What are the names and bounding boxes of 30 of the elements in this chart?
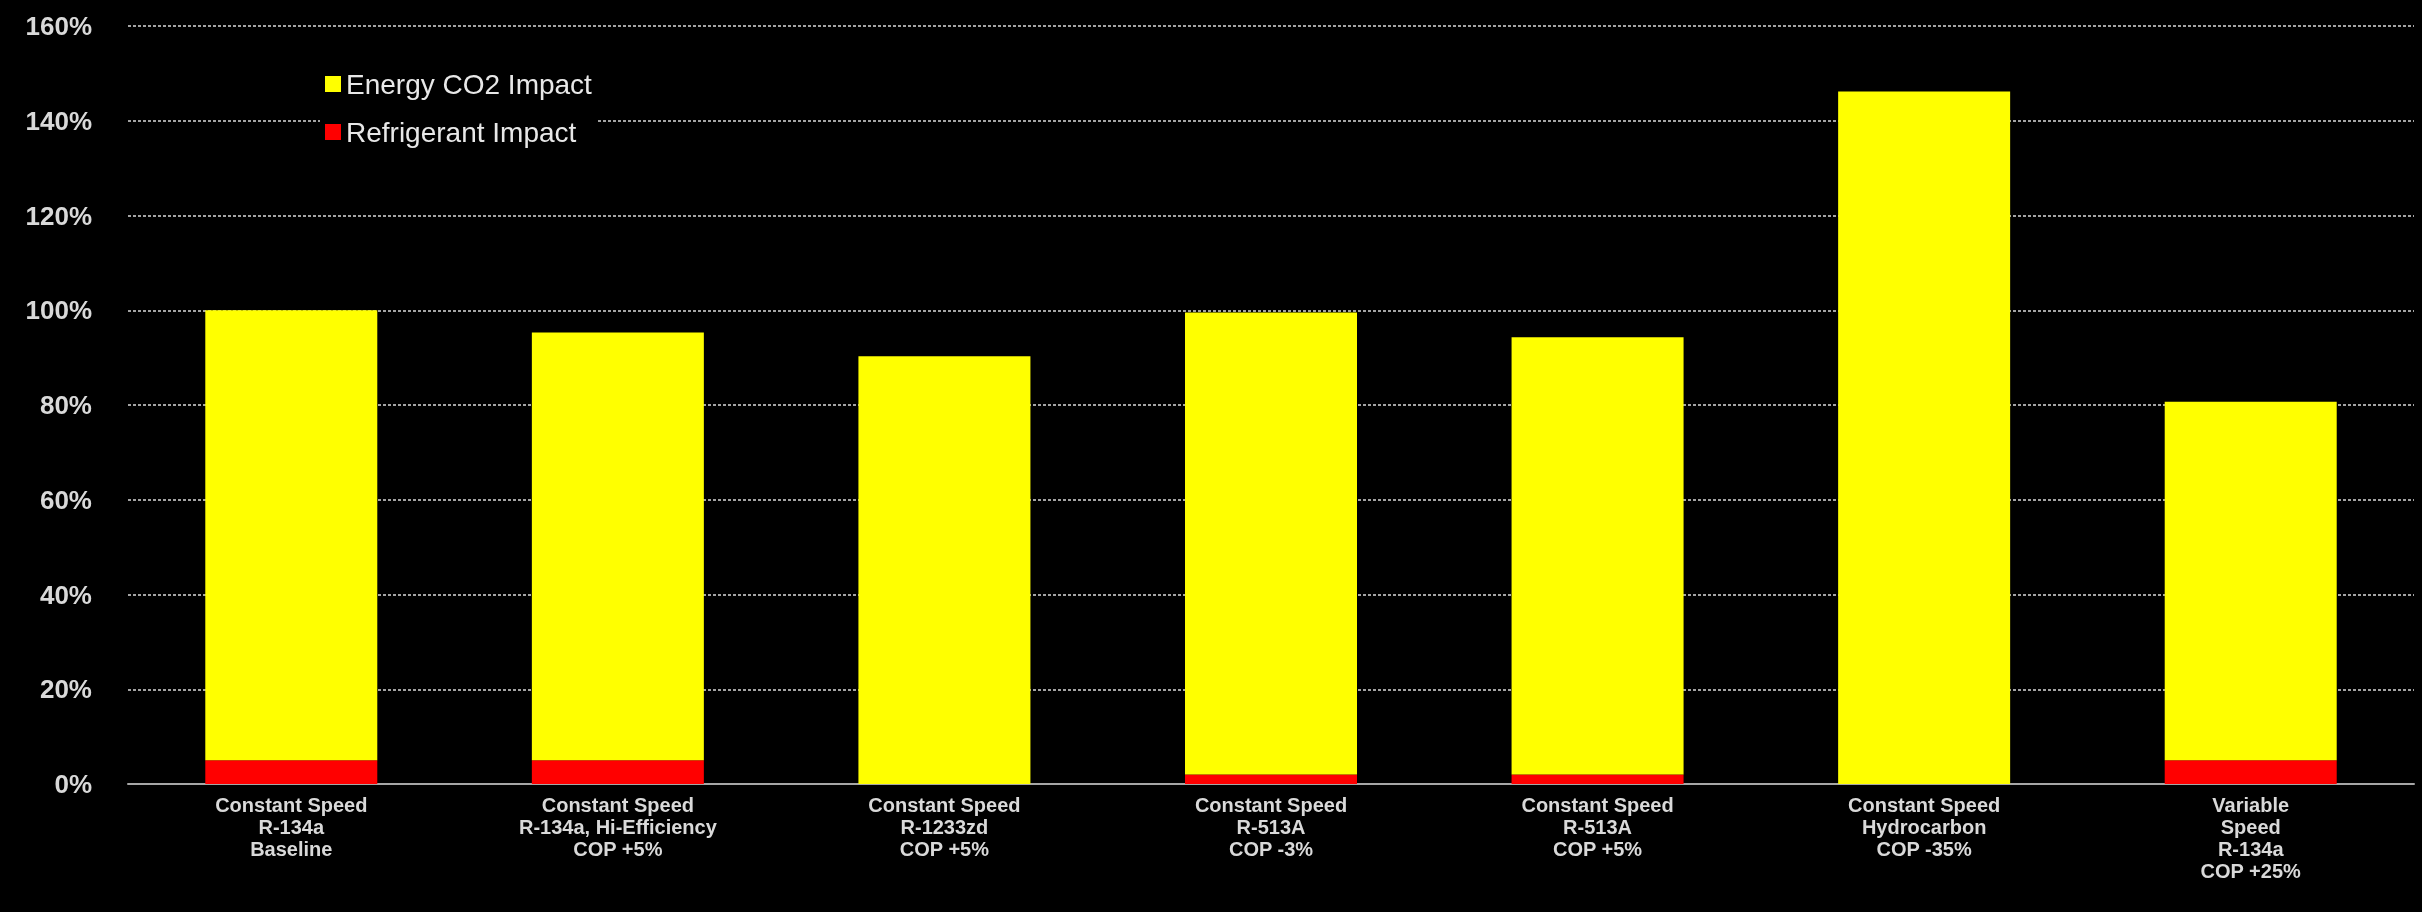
bar: [2164, 401, 2337, 761]
x-tick-label: Constant Speed R-1233zd COP +5%: [868, 794, 1021, 860]
bar: [1838, 91, 2011, 784]
bar: [1185, 312, 1357, 775]
y-tick-label: 80%: [39, 390, 92, 420]
y-tick-label: 140%: [25, 105, 92, 136]
legend-label: Energy CO2 Impact: [346, 68, 593, 100]
y-tick-label: 40%: [39, 579, 92, 610]
y-tick-label: 20%: [39, 674, 92, 705]
bar: [205, 760, 378, 784]
y-tick-label: 0%: [54, 769, 92, 799]
x-tick-label: Constant Speed R-134a Baseline: [215, 794, 368, 860]
bar: [2164, 760, 2337, 784]
bar: [205, 310, 378, 761]
y-tick-label: 160%: [25, 11, 92, 41]
x-tick-label: Constant Speed R-513A COP +5%: [1521, 794, 1674, 860]
bar: [858, 356, 1031, 784]
x-tick-label: Constant Speed R-513A COP -3%: [1194, 794, 1348, 860]
x-tick-label: Constant Speed Hydrocarbon COP -35%: [1848, 794, 2001, 860]
legend-label: Refrigerant Impact: [346, 116, 577, 148]
bar: [531, 760, 704, 784]
bar: [1185, 774, 1357, 784]
y-tick-label: 120%: [25, 200, 92, 231]
bar: [1511, 337, 1684, 775]
y-tick-label: 100%: [25, 295, 92, 326]
x-tick-label: Constant Speed R-134a, Hi-Efficiency COP +5%: [518, 794, 718, 860]
x-tick-label: Variable Speed R-134a COP +25%: [2200, 794, 2302, 882]
bar: [1511, 774, 1684, 784]
y-tick-label: 60%: [39, 484, 92, 515]
bar: [531, 332, 704, 761]
